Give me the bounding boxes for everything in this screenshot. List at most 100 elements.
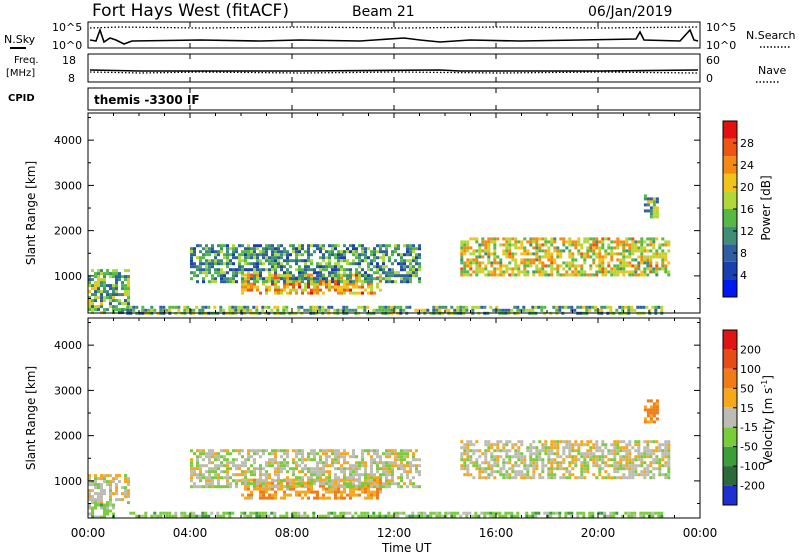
power-cell: [588, 308, 592, 312]
power-cell: [577, 273, 581, 277]
velocity-cell: [250, 470, 253, 474]
power-cell: [190, 262, 193, 266]
power-cell: [259, 277, 262, 281]
power-cell: [199, 244, 202, 248]
power-cell: [526, 261, 530, 265]
velocity-cell: [334, 490, 337, 494]
power-cell: [502, 249, 506, 253]
power-cell: [484, 267, 488, 271]
velocity-cell: [652, 467, 656, 471]
velocity-cell: [100, 483, 103, 487]
power-cell: [510, 308, 514, 312]
power-cell: [505, 237, 509, 241]
power-cell: [304, 274, 307, 278]
power-cell: [313, 268, 316, 272]
power-cell: [592, 246, 596, 250]
power-cell: [544, 270, 548, 274]
velocity-cell: [196, 464, 199, 468]
power-cell: [637, 240, 641, 244]
velocity-cell: [205, 476, 208, 480]
velocity-cell: [652, 420, 656, 424]
velocity-cell: [361, 455, 364, 459]
power-cell: [199, 259, 202, 263]
velocity-cell: [343, 473, 346, 477]
power-cell: [256, 247, 259, 251]
power-cell: [283, 274, 286, 278]
power-cell: [568, 264, 572, 268]
power-cell: [259, 253, 262, 257]
velocity-cell: [94, 506, 97, 510]
power-cell: [529, 237, 533, 241]
velocity-cell: [505, 443, 509, 447]
velocity-cell: [208, 476, 211, 480]
power-cell: [661, 258, 665, 262]
velocity-cell: [316, 461, 319, 465]
power-cell: [195, 305, 199, 309]
power-cell: [310, 268, 313, 272]
velocity-cell: [646, 408, 650, 412]
power-cell: [295, 256, 298, 260]
power-cell: [661, 264, 665, 268]
power-cell: [253, 271, 256, 275]
power-ytick-label: 4000: [54, 134, 82, 147]
velocity-cell: [262, 490, 265, 494]
power-cell: [118, 302, 121, 306]
power-cell: [376, 277, 379, 281]
power-cell: [370, 259, 373, 263]
velocity-cell: [595, 449, 599, 453]
velocity-cell: [310, 458, 313, 462]
power-cell: [229, 262, 232, 266]
velocity-cell: [652, 411, 656, 415]
velocity-cell: [271, 487, 274, 491]
velocity-cell: [268, 473, 271, 477]
power-cell: [319, 282, 322, 286]
velocity-cell: [94, 515, 97, 519]
velocity-cell: [514, 452, 518, 456]
power-cell: [132, 305, 136, 309]
velocity-cell: [199, 470, 202, 474]
velocity-cell: [121, 492, 124, 496]
power-cell: [450, 305, 454, 309]
power-cell: [220, 244, 223, 248]
power-cell: [127, 290, 130, 294]
power-cell: [382, 265, 385, 269]
velocity-cell: [496, 440, 500, 444]
velocity-cell: [414, 514, 418, 518]
power-cell: [127, 275, 130, 279]
power-cell: [403, 259, 406, 263]
power-cell: [280, 274, 283, 278]
power-cell: [481, 261, 485, 265]
velocity-cell: [232, 473, 235, 477]
power-cell: [420, 308, 424, 312]
power-cell: [577, 252, 581, 256]
velocity-cell: [352, 464, 355, 468]
power-cell: [618, 305, 622, 309]
velocity-cell: [298, 484, 301, 488]
velocity-cell: [571, 473, 575, 477]
velocity-cell: [331, 458, 334, 462]
power-cell: [298, 253, 301, 257]
velocity-cell: [373, 461, 376, 465]
velocity-cell: [349, 476, 352, 480]
power-cell: [655, 255, 659, 259]
velocity-cell: [589, 449, 593, 453]
power-cell: [568, 243, 572, 247]
velocity-cell: [367, 496, 370, 500]
velocity-cell: [391, 452, 394, 456]
velocity-cell: [586, 461, 590, 465]
power-cell: [550, 255, 554, 259]
velocity-cell: [652, 452, 656, 456]
velocity-cell: [543, 511, 547, 515]
power-cell: [633, 308, 637, 312]
power-cell: [313, 285, 316, 289]
velocity-cell: [88, 506, 91, 510]
power-cell: [256, 256, 259, 260]
power-cell: [595, 273, 599, 277]
velocity-cell: [397, 464, 400, 468]
velocity-cell: [637, 446, 641, 450]
velocity-cell: [217, 455, 220, 459]
power-cell: [364, 256, 367, 260]
power-cell: [570, 308, 574, 312]
power-cell: [568, 261, 572, 265]
velocity-cell: [397, 485, 400, 489]
